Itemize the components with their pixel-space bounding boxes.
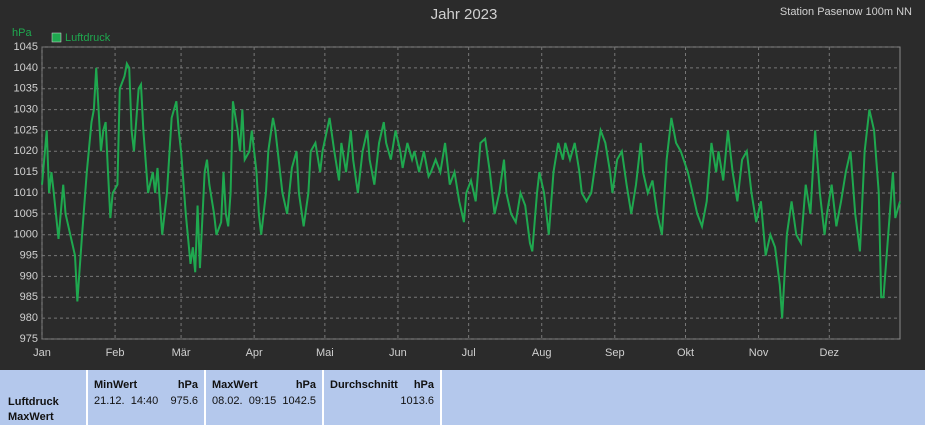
- x-tick-label: Jul: [462, 347, 476, 359]
- y-tick-label: 975: [20, 333, 38, 345]
- stat-unit: hPa: [295, 379, 316, 391]
- y-tick-label: 980: [20, 312, 38, 324]
- stat-unit: hPa: [177, 379, 198, 391]
- row-label-cell: Luftdruck MaxWert: [0, 370, 88, 425]
- stat-time: 08.02. 09:15: [212, 395, 277, 407]
- y-tick-label: 1030: [14, 103, 38, 115]
- stat-cell: Durchschnitt hPa 1013.6: [324, 370, 442, 425]
- y-tick-label: 1015: [14, 166, 38, 178]
- x-tick-label: Aug: [532, 347, 552, 359]
- legend-swatch: [51, 32, 62, 43]
- y-tick-label: 990: [20, 270, 38, 282]
- stat-value: 1042.5: [282, 395, 316, 407]
- line: [41, 60, 901, 319]
- stat-header: MaxWert: [212, 379, 258, 391]
- stat-value: 975.6: [170, 395, 198, 407]
- stat-header: Durchschnitt: [330, 379, 398, 391]
- x-tick-label: Jun: [389, 347, 407, 359]
- stat-cell: MaxWert hPa 08.02. 09:15 1042.5: [206, 370, 324, 425]
- y-tick-label: 1000: [14, 229, 38, 241]
- y-tick-label: 1025: [14, 124, 38, 136]
- y-tick-label: 1005: [14, 208, 38, 220]
- x-tick-label: Jan: [33, 347, 51, 359]
- stat-value: 1013.6: [400, 395, 434, 407]
- stat-cell: MinWert hPa 21.12. 14:40 975.6: [88, 370, 206, 425]
- legend-label: Luftdruck: [65, 32, 111, 44]
- y-tick-label: 1035: [14, 83, 38, 95]
- x-tick-label: Mär: [172, 347, 191, 359]
- x-tick-label: Dez: [820, 347, 840, 359]
- y-axis-label: hPa: [12, 27, 32, 39]
- stat-unit: hPa: [413, 379, 434, 391]
- y-tick-label: 985: [20, 291, 38, 303]
- y-tick-label: 1020: [14, 145, 38, 157]
- chart: Jahr 2023 Station Pasenow 100m NN hPa 97…: [12, 6, 912, 359]
- x-tick-label: Feb: [106, 347, 125, 359]
- chart-subtitle: Station Pasenow 100m NN: [780, 6, 912, 18]
- x-tick-label: Sep: [605, 347, 625, 359]
- x-tick-label: Mai: [316, 347, 334, 359]
- chart-title: Jahr 2023: [431, 6, 498, 23]
- stat-header: MinWert: [94, 379, 138, 391]
- x-tick-label: Nov: [749, 347, 769, 359]
- x-tick-label: Okt: [677, 347, 694, 359]
- y-tick-label: 1040: [14, 62, 38, 74]
- row-label: MaxWert: [8, 411, 54, 423]
- stats-table: Luftdruck MaxWert MinWert hPa 21.12. 14:…: [0, 370, 925, 425]
- row-label: Luftdruck: [8, 396, 59, 408]
- stat-time: 21.12. 14:40: [94, 395, 159, 407]
- y-tick-label: 1010: [14, 187, 38, 199]
- x-tick-label: Apr: [246, 347, 263, 359]
- y-tick-label: 995: [20, 249, 38, 261]
- y-tick-label: 1045: [14, 41, 38, 53]
